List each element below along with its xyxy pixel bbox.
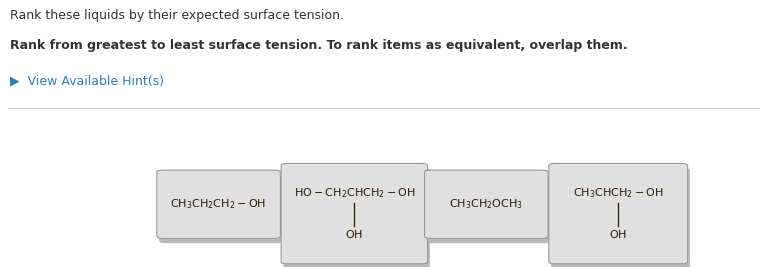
Text: $\mathregular{HO-CH_2CHCH_2-OH}$: $\mathregular{HO-CH_2CHCH_2-OH}$ bbox=[294, 187, 415, 201]
Text: $\mathregular{CH_3CH_2CH_2-OH}$: $\mathregular{CH_3CH_2CH_2-OH}$ bbox=[170, 197, 267, 211]
Text: Rank these liquids by their expected surface tension.: Rank these liquids by their expected sur… bbox=[10, 9, 344, 22]
Text: $\mathregular{OH}$: $\mathregular{OH}$ bbox=[609, 228, 627, 239]
FancyBboxPatch shape bbox=[551, 168, 690, 267]
FancyBboxPatch shape bbox=[425, 170, 548, 238]
Text: ▶  View Available Hint(s): ▶ View Available Hint(s) bbox=[10, 75, 164, 88]
FancyBboxPatch shape bbox=[426, 175, 550, 243]
Text: $\mathregular{CH_3CH_2OCH_3}$: $\mathregular{CH_3CH_2OCH_3}$ bbox=[449, 197, 523, 211]
FancyBboxPatch shape bbox=[549, 163, 688, 264]
FancyBboxPatch shape bbox=[284, 168, 430, 267]
Text: $\mathregular{OH}$: $\mathregular{OH}$ bbox=[345, 228, 364, 239]
FancyBboxPatch shape bbox=[159, 175, 282, 243]
Text: $\mathregular{CH_3CHCH_2-OH}$: $\mathregular{CH_3CHCH_2-OH}$ bbox=[573, 187, 663, 201]
Text: Rank from greatest to least surface tension. To rank items as equivalent, overla: Rank from greatest to least surface tens… bbox=[10, 39, 627, 52]
FancyBboxPatch shape bbox=[281, 163, 428, 264]
FancyBboxPatch shape bbox=[156, 170, 280, 238]
